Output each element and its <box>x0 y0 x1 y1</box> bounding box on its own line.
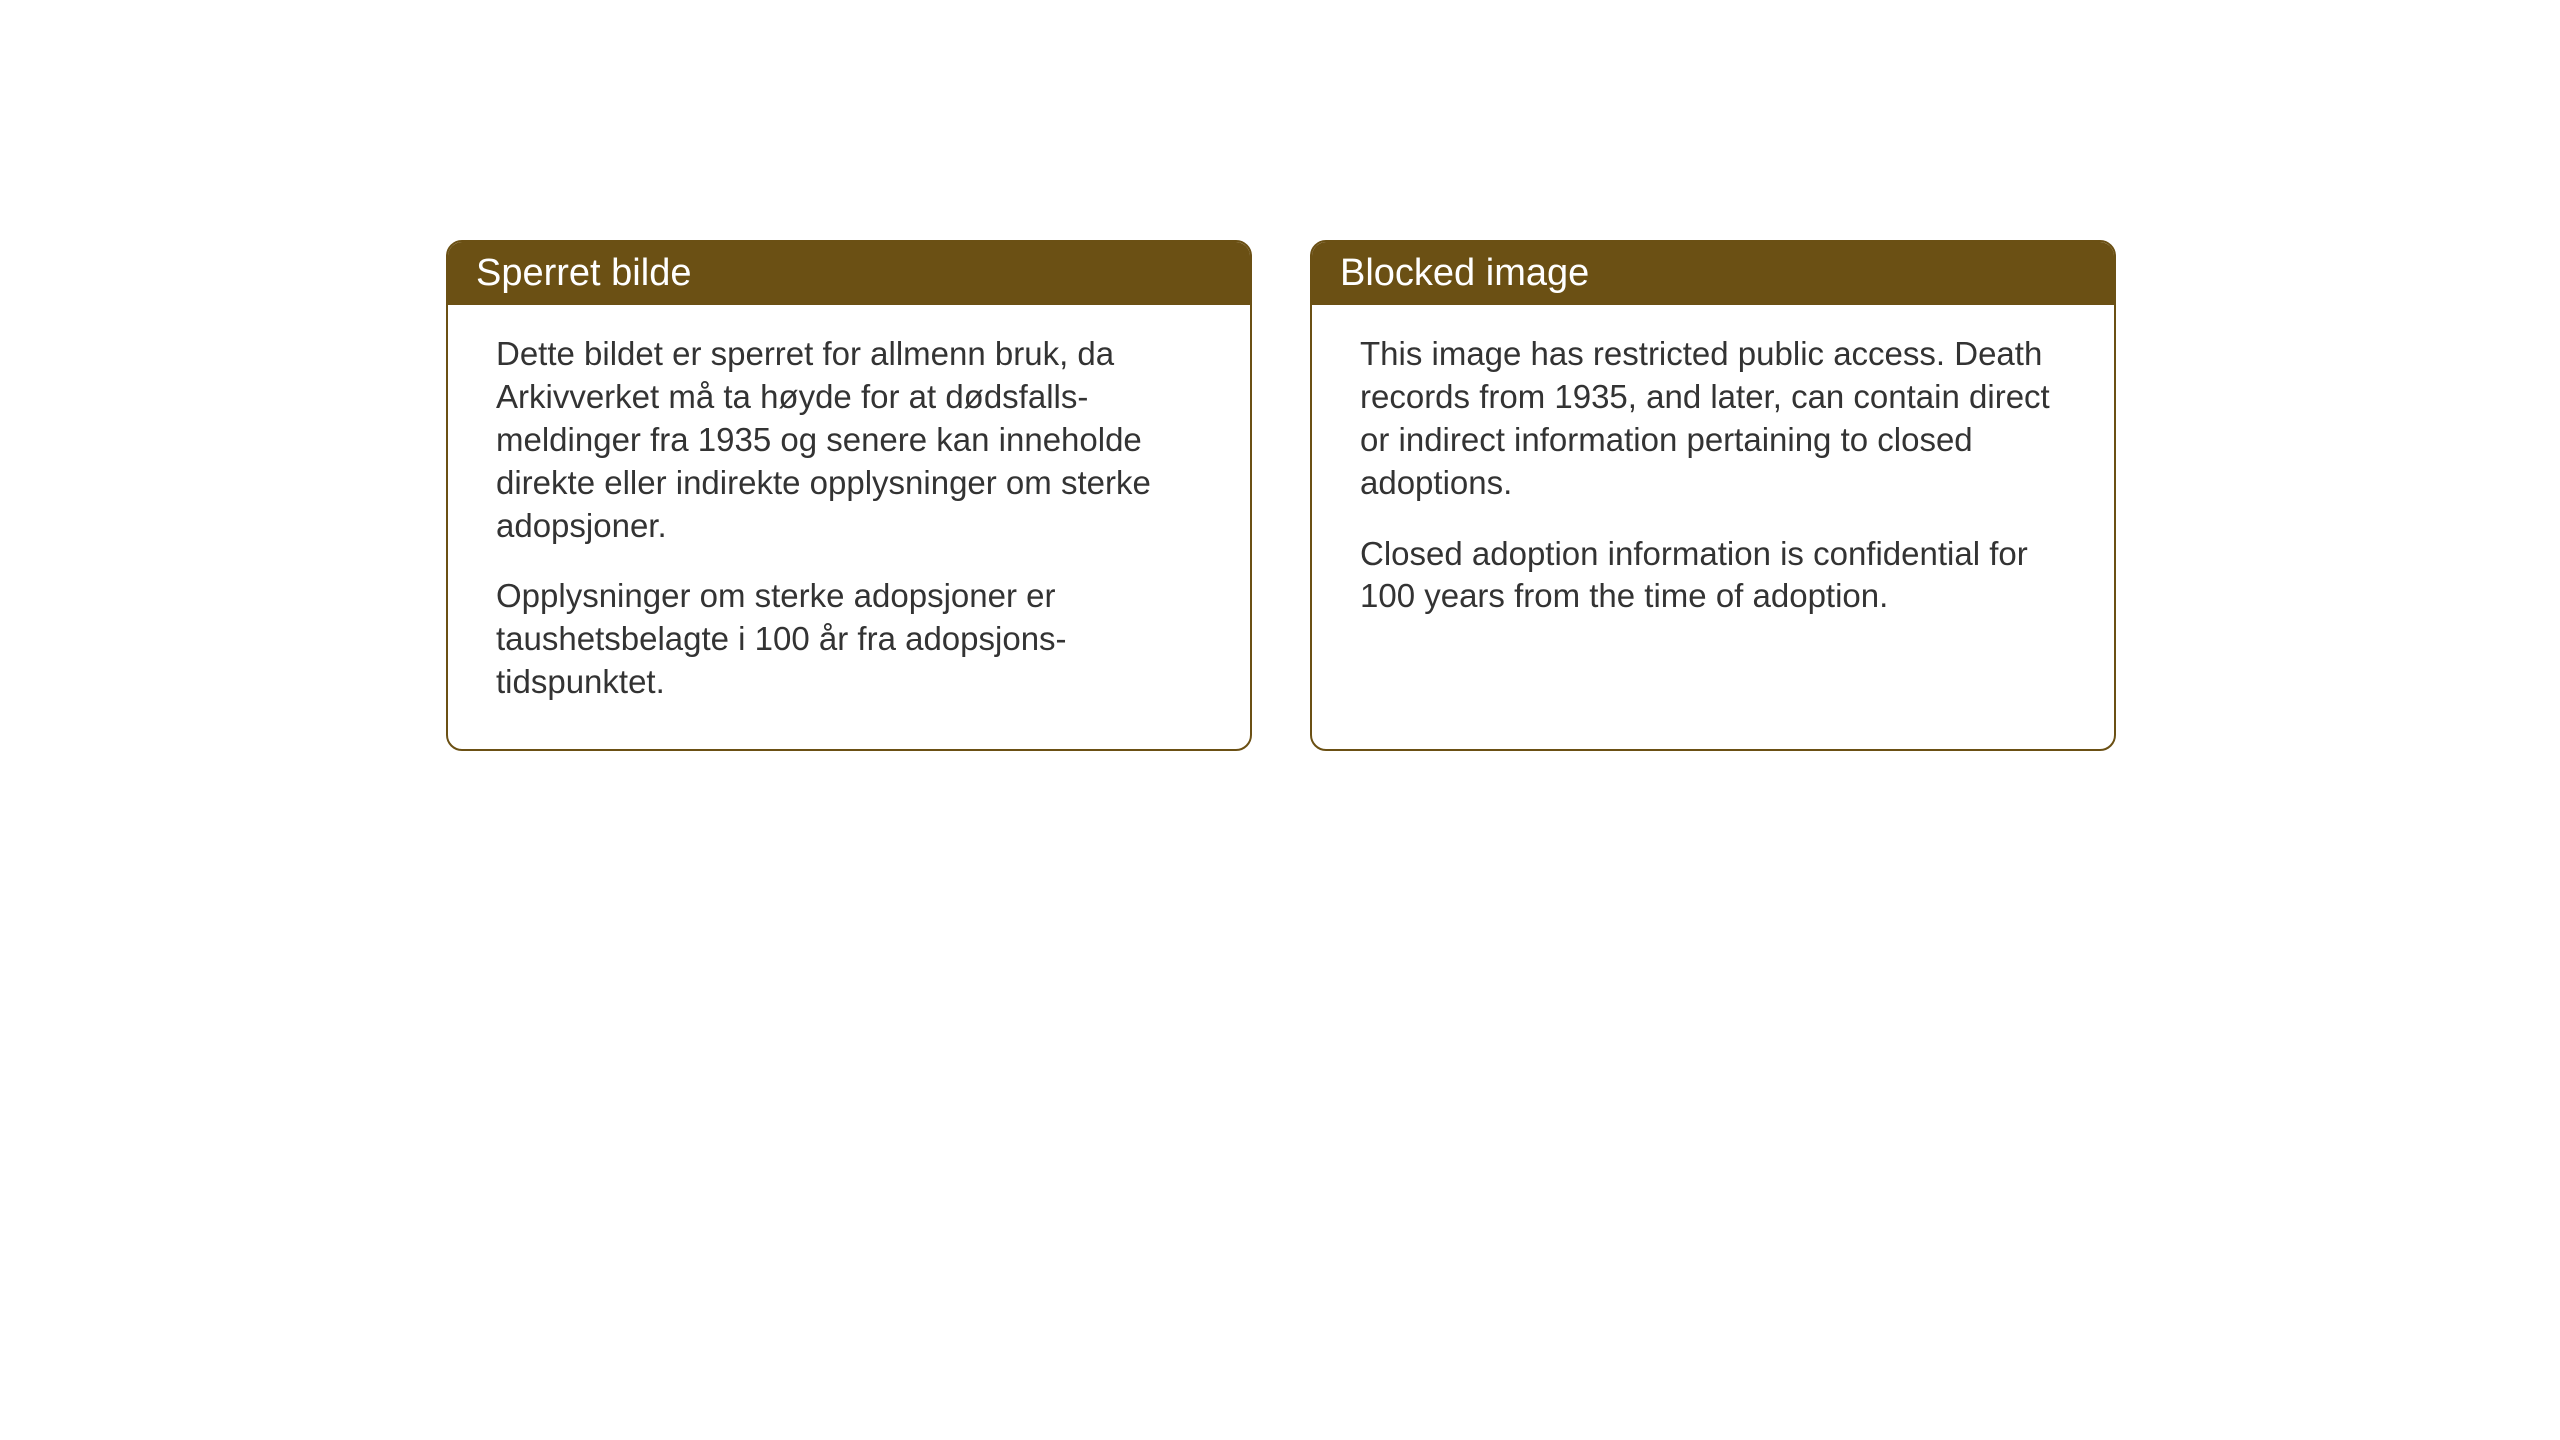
card-paragraph-2-english: Closed adoption information is confident… <box>1360 533 2066 619</box>
notice-container: Sperret bilde Dette bildet er sperret fo… <box>446 240 2116 751</box>
card-body-english: This image has restricted public access.… <box>1312 305 2114 654</box>
card-header-norwegian: Sperret bilde <box>448 242 1250 305</box>
card-paragraph-1-english: This image has restricted public access.… <box>1360 333 2066 505</box>
card-title-norwegian: Sperret bilde <box>476 252 691 294</box>
card-header-english: Blocked image <box>1312 242 2114 305</box>
card-paragraph-2-norwegian: Opplysninger om sterke adopsjoner er tau… <box>496 575 1202 704</box>
notice-card-norwegian: Sperret bilde Dette bildet er sperret fo… <box>446 240 1252 751</box>
notice-card-english: Blocked image This image has restricted … <box>1310 240 2116 751</box>
card-title-english: Blocked image <box>1340 252 1589 294</box>
card-paragraph-1-norwegian: Dette bildet er sperret for allmenn bruk… <box>496 333 1202 547</box>
card-body-norwegian: Dette bildet er sperret for allmenn bruk… <box>448 305 1250 740</box>
